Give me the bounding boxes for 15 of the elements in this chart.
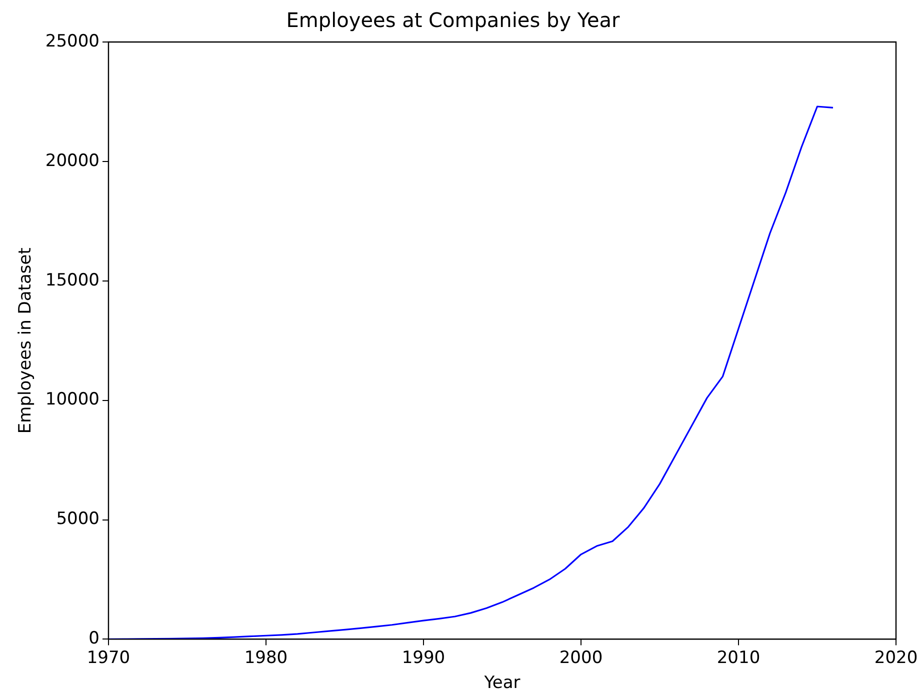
x-tick-label: 2010 [716,648,760,668]
y-tick-label: 15000 [45,270,100,290]
x-axis-title: Year [483,673,520,694]
y-tick-label: 5000 [56,509,100,530]
y-tick-label: 20000 [45,150,100,171]
y-tick-label: 10000 [45,390,100,410]
chart-title: Employees at Companies by Year [286,8,621,32]
x-tick-label: 2000 [559,648,603,668]
y-tick-label: 25000 [45,31,100,52]
x-tick-label: 1990 [402,648,446,668]
x-tick-label: 1970 [86,648,130,668]
x-tick-label: 2020 [874,648,918,668]
y-axis-title: Employees in Dataset [16,247,36,434]
x-tick-label: 1980 [244,648,288,668]
y-tick-label: 0 [88,628,100,649]
